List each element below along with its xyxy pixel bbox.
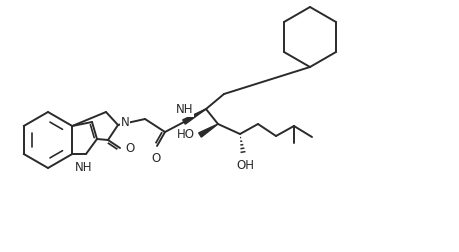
- Text: OH: OH: [236, 159, 254, 172]
- Text: O: O: [125, 142, 134, 154]
- Text: NH: NH: [75, 161, 93, 174]
- Text: HO: HO: [177, 129, 195, 142]
- Text: O: O: [151, 152, 161, 165]
- Polygon shape: [183, 109, 206, 124]
- Polygon shape: [199, 124, 218, 137]
- Text: N: N: [121, 116, 130, 130]
- Text: NH: NH: [176, 103, 194, 116]
